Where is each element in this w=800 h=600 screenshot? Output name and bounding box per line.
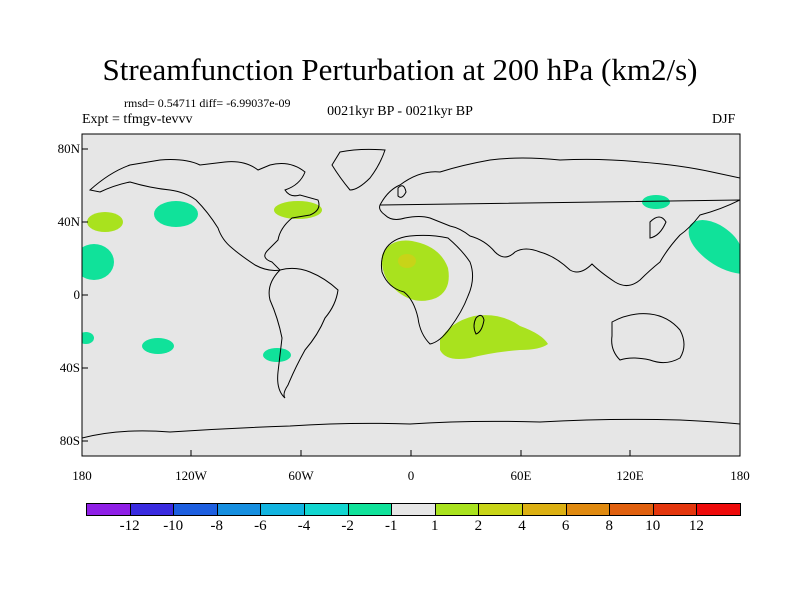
lat-label-80s: 80S	[59, 433, 80, 448]
coast-greenland	[331, 148, 386, 191]
coast-japan	[649, 216, 667, 239]
lon-label-60e: 60E	[510, 468, 532, 483]
anomaly-fields	[82, 195, 740, 362]
lat-label-80n: 80N	[57, 141, 80, 156]
anomaly-negative-npacific	[154, 201, 198, 227]
colorbar-swatch	[260, 503, 305, 516]
lat-label-40n: 40N	[57, 214, 80, 229]
colorbar-swatch	[173, 503, 218, 516]
lon-label-180e: 180	[730, 468, 750, 483]
colorbar-swatch	[391, 503, 436, 516]
colorbar-swatch	[216, 503, 262, 516]
anomaly-positive-south-africa	[440, 315, 548, 359]
page-title: Streamfunction Perturbation at 200 hPa (…	[102, 52, 698, 87]
colorbar-label: -4	[297, 518, 311, 534]
colorbar-label: -1	[384, 518, 398, 534]
colorbar-swatch	[565, 503, 611, 516]
anomaly-negative-nwpacific	[688, 220, 740, 274]
anomaly-positive-natlantic	[274, 201, 322, 219]
anomaly-positive-core	[398, 254, 416, 268]
colorbar-label: 8	[605, 518, 613, 534]
period-label: 0021kyr BP - 0021kyr BP	[327, 104, 473, 119]
anomaly-negative-japan	[642, 195, 670, 209]
anomaly-positive-pacific	[87, 212, 123, 232]
colorbar-swatch	[86, 503, 131, 516]
colorbar-swatch	[434, 503, 480, 516]
lon-label-0: 0	[407, 468, 415, 483]
colorbar-label: 1	[431, 518, 439, 534]
anomaly-negative-satlantic	[263, 348, 291, 362]
coast-north-america	[88, 159, 320, 271]
anomaly-negative-epacific	[82, 244, 114, 280]
colorbar-label: 12	[688, 518, 704, 534]
coast-eurasia	[379, 157, 740, 286]
axis-ticks	[82, 148, 631, 456]
experiment-label: Expt = tfmgv-tevvv	[82, 112, 193, 127]
coast-britain	[397, 185, 407, 198]
colorbar-label: 10	[645, 518, 661, 534]
lat-label-0: 0	[73, 287, 81, 302]
lon-label-120e: 120E	[616, 468, 644, 483]
colorbar-swatch	[522, 503, 567, 516]
anomaly-negative-west-edge	[82, 332, 94, 344]
anomaly-negative-spacific	[142, 338, 174, 354]
lon-label-180w: 180	[72, 468, 92, 483]
colorbar-label: -2	[341, 518, 354, 534]
colorbar-label: -12	[119, 518, 140, 534]
colorbar-label: -10	[163, 518, 184, 534]
colorbar-label: 6	[561, 518, 570, 534]
colorbar-swatch	[696, 503, 741, 516]
colorbar-swatch	[652, 503, 698, 516]
stats-label: rmsd= 0.54711 diff= -6.99037e-09	[124, 96, 291, 110]
coast-madagascar	[473, 314, 485, 335]
colorbar-swatch	[478, 503, 523, 516]
lon-label-120w: 120W	[175, 468, 207, 483]
coast-south-america	[268, 267, 339, 399]
coastlines	[82, 148, 740, 439]
colorbar-label: 4	[518, 518, 526, 534]
coast-antarctica	[82, 418, 740, 439]
colorbar-label: 2	[474, 518, 483, 534]
colorbar-swatch	[129, 503, 175, 516]
colorbar-swatch	[609, 503, 654, 516]
colorbar-swatch	[347, 503, 393, 516]
coast-africa	[380, 234, 474, 345]
lat-label-40s: 40S	[59, 360, 80, 375]
lon-label-60w: 60W	[288, 468, 314, 483]
colorbar-label: -6	[254, 518, 267, 534]
coast-australia	[611, 313, 685, 364]
season-label: DJF	[712, 112, 736, 127]
colorbar-label: -8	[210, 518, 224, 534]
anomaly-positive-africa	[381, 240, 449, 301]
colorbar-swatch	[304, 503, 349, 516]
